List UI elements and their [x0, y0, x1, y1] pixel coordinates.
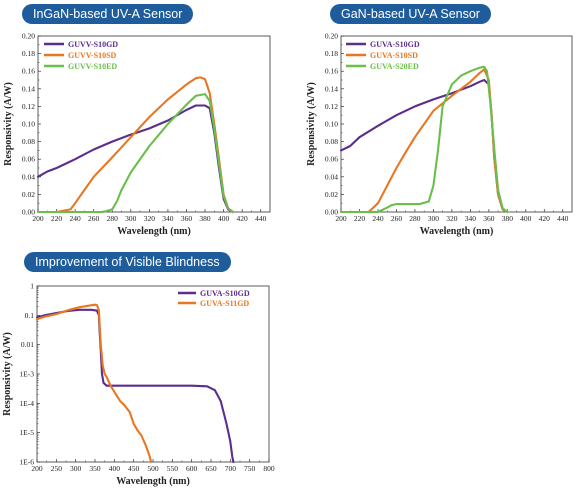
gan-legend-label: GUVA-S10GD	[370, 40, 420, 49]
blind-y-tick-label: 0.01	[21, 340, 34, 349]
gan-x-tick-label: 380	[502, 214, 514, 223]
gan-y-tick-label: 0.18	[325, 49, 338, 58]
ingan-y-tick-label: 0.16	[22, 67, 35, 76]
gan-x-tick-label: 300	[428, 214, 440, 223]
ingan-y-tick-label: 0.04	[22, 172, 35, 181]
ingan-x-tick-label: 420	[237, 214, 249, 223]
gan-x-tick-label: 360	[483, 214, 495, 223]
blind-x-tick-label: 800	[263, 464, 275, 473]
blind-x-tick-label: 700	[225, 464, 237, 473]
gan-y-tick-label: 0.16	[325, 67, 338, 76]
gan-x-axis-label: Wavelength (nm)	[420, 226, 494, 237]
gan-y-axis-label: Responsivity (A/W)	[306, 82, 317, 166]
ingan-y-tick-label: 0.20	[22, 32, 35, 41]
ingan-y-tick-label: 0.14	[22, 84, 35, 93]
blind-legend-label: GUVA-S10GD	[200, 289, 250, 298]
ingan-legend-label: GUVV-S10SD	[68, 51, 117, 60]
blind-legend-label: GUVA-S11GD	[200, 299, 249, 308]
ingan-x-tick-label: 300	[125, 214, 137, 223]
ingan-x-axis-label: Wavelength (nm)	[117, 226, 191, 237]
gan-x-tick-label: 440	[557, 214, 569, 223]
blind-x-tick-label: 450	[128, 464, 140, 473]
ingan-x-tick-label: 200	[32, 214, 44, 223]
gan-y-tick-label: 0.00	[325, 208, 338, 217]
gan-y-tick-label: 0.12	[325, 102, 338, 111]
gan-y-tick-label: 0.08	[325, 137, 338, 146]
panel-title-gan: GaN-based UV-A Sensor	[330, 4, 491, 24]
gan-y-tick-label: 0.20	[325, 32, 338, 41]
ingan-y-tick-label: 0.02	[22, 190, 35, 199]
gan-x-tick-label: 320	[446, 214, 458, 223]
blind-y-tick-label: 1	[30, 282, 34, 291]
ingan-x-tick-label: 380	[199, 214, 211, 223]
blind-x-tick-label: 750	[244, 464, 256, 473]
ingan-y-axis-label: Responsivity (A/W)	[3, 82, 14, 166]
gan-y-tick-label: 0.10	[325, 120, 338, 129]
blind-plot-frame	[36, 285, 270, 463]
gan-x-tick-label: 400	[520, 214, 532, 223]
gan-x-tick-label: 200	[335, 214, 347, 223]
gan-x-tick-label: 280	[409, 214, 421, 223]
blind-y-tick-label: 1E-4	[19, 399, 34, 408]
ingan-legend-label: GUVV-S10ED	[68, 62, 117, 71]
blind-y-axis-label: Responsivity (A/W)	[2, 332, 13, 416]
blind-y-tick-label: 1E-5	[19, 428, 34, 437]
blind-y-tick-label: 0.1	[25, 311, 35, 320]
blind-x-tick-label: 650	[205, 464, 217, 473]
blind-x-tick-label: 400	[109, 464, 121, 473]
blind-x-tick-label: 500	[147, 464, 159, 473]
ingan-x-tick-label: 260	[88, 214, 100, 223]
gan-x-tick-label: 260	[391, 214, 403, 223]
gan-y-tick-label: 0.04	[325, 172, 338, 181]
ingan-y-tick-label: 0.08	[22, 137, 35, 146]
ingan-x-tick-label: 440	[255, 214, 267, 223]
ingan-y-tick-label: 0.06	[22, 155, 35, 164]
panel-title-ingan: InGaN-based UV-A Sensor	[22, 4, 194, 24]
ingan-x-tick-label: 320	[144, 214, 156, 223]
ingan-series-line-guvv-s10ed	[36, 93, 234, 214]
gan-legend-label: GUVA-S10SD	[370, 51, 418, 60]
panel-title-visible-blindness: Improvement of Visible Blindness	[24, 252, 231, 272]
gan-y-tick-label: 0.06	[325, 155, 338, 164]
blind-x-axis-label: Wavelength (nm)	[116, 476, 190, 487]
blind-y-tick-label: 1E-3	[19, 370, 34, 379]
blind-x-tick-label: 300	[70, 464, 82, 473]
ingan-x-tick-label: 240	[69, 214, 81, 223]
blind-x-tick-label: 250	[51, 464, 63, 473]
ingan-x-tick-label: 340	[162, 214, 174, 223]
ingan-legend-label: GUVV-S10GD	[68, 40, 118, 49]
ingan-y-tick-label: 0.12	[22, 102, 35, 111]
blind-x-tick-label: 200	[31, 464, 43, 473]
gan-y-tick-label: 0.02	[325, 190, 338, 199]
blind-x-tick-label: 350	[89, 464, 101, 473]
gan-x-tick-label: 340	[465, 214, 477, 223]
blind-series-line-guva-s11gd	[35, 303, 153, 464]
gan-legend-label: GUVA-S20ED	[370, 62, 419, 71]
ingan-x-tick-label: 360	[181, 214, 193, 223]
ingan-x-tick-label: 280	[107, 214, 119, 223]
blind-x-tick-label: 550	[167, 464, 179, 473]
gan-y-tick-label: 0.14	[325, 84, 338, 93]
ingan-x-tick-label: 400	[218, 214, 230, 223]
blind-series-line-guva-s10gd	[35, 308, 235, 464]
gan-x-tick-label: 420	[539, 214, 551, 223]
gan-x-tick-label: 240	[372, 214, 384, 223]
gan-x-tick-label: 220	[354, 214, 366, 223]
blind-y-tick-label: 1E-6	[19, 458, 34, 467]
ingan-y-tick-label: 0.18	[22, 49, 35, 58]
ingan-x-tick-label: 220	[51, 214, 63, 223]
blind-x-tick-label: 600	[186, 464, 198, 473]
ingan-y-tick-label: 0.10	[22, 120, 35, 129]
gan-series-line-guva-s20ed	[339, 65, 509, 214]
ingan-y-tick-label: 0.00	[22, 208, 35, 217]
